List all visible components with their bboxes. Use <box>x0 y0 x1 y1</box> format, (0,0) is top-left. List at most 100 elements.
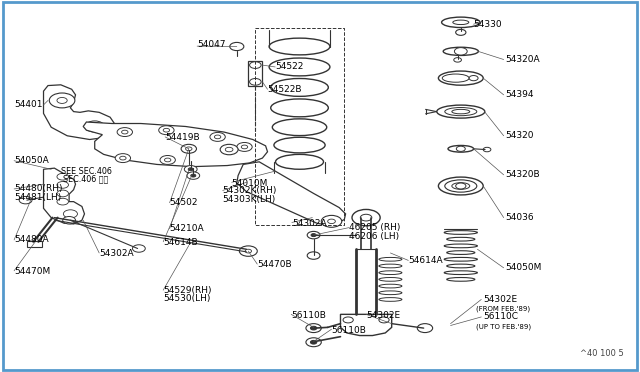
Circle shape <box>181 144 196 153</box>
Circle shape <box>250 78 261 85</box>
Circle shape <box>454 48 467 55</box>
Text: 54320A: 54320A <box>506 55 540 64</box>
Text: 54050M: 54050M <box>506 263 542 272</box>
Circle shape <box>306 324 321 333</box>
Text: 54320B: 54320B <box>506 170 540 179</box>
Circle shape <box>57 97 67 103</box>
Ellipse shape <box>448 145 474 152</box>
Circle shape <box>57 173 68 180</box>
Text: 54401: 54401 <box>14 100 43 109</box>
Ellipse shape <box>274 137 325 153</box>
Ellipse shape <box>269 58 330 76</box>
Text: 54522B: 54522B <box>268 85 302 94</box>
Ellipse shape <box>379 284 402 288</box>
Ellipse shape <box>271 99 328 117</box>
Circle shape <box>306 338 321 347</box>
Text: 54302E: 54302E <box>366 311 400 320</box>
Text: 56110B: 56110B <box>291 311 326 320</box>
Text: 54522: 54522 <box>275 62 303 71</box>
Polygon shape <box>27 241 42 247</box>
Text: 54502: 54502 <box>170 198 198 207</box>
Circle shape <box>454 58 461 62</box>
Text: 46206 (LH): 46206 (LH) <box>349 232 399 241</box>
Circle shape <box>328 219 335 224</box>
Circle shape <box>311 234 316 237</box>
Text: 54050A: 54050A <box>14 156 49 165</box>
Circle shape <box>360 214 372 221</box>
Polygon shape <box>340 314 392 336</box>
Circle shape <box>343 317 353 323</box>
Circle shape <box>456 29 466 35</box>
Circle shape <box>160 155 175 164</box>
Ellipse shape <box>379 278 402 281</box>
Circle shape <box>187 172 200 179</box>
Circle shape <box>115 154 131 163</box>
Circle shape <box>191 174 196 177</box>
Ellipse shape <box>452 183 470 189</box>
Circle shape <box>57 198 68 205</box>
Ellipse shape <box>443 47 479 55</box>
Circle shape <box>164 158 171 162</box>
Ellipse shape <box>453 20 468 25</box>
Circle shape <box>132 245 145 252</box>
Circle shape <box>417 324 433 333</box>
Circle shape <box>85 121 104 132</box>
Polygon shape <box>44 85 115 140</box>
Circle shape <box>379 317 389 323</box>
Circle shape <box>250 62 261 68</box>
Text: 54047: 54047 <box>197 40 226 49</box>
Text: 54210A: 54210A <box>170 224 204 233</box>
Ellipse shape <box>447 237 475 241</box>
Ellipse shape <box>271 78 328 96</box>
Circle shape <box>352 209 380 226</box>
Circle shape <box>225 147 233 152</box>
Ellipse shape <box>379 264 402 268</box>
Circle shape <box>307 252 320 259</box>
Circle shape <box>456 146 465 151</box>
Text: 54320: 54320 <box>506 131 534 140</box>
Ellipse shape <box>379 298 402 301</box>
Ellipse shape <box>445 108 477 116</box>
Text: 54302A: 54302A <box>292 219 326 228</box>
Circle shape <box>220 144 238 155</box>
Circle shape <box>49 93 75 108</box>
Circle shape <box>483 147 491 152</box>
Text: 54419B: 54419B <box>165 133 200 142</box>
Circle shape <box>456 183 466 189</box>
Circle shape <box>310 340 317 344</box>
Text: SEC.406 参照: SEC.406 参照 <box>63 175 109 184</box>
Circle shape <box>188 168 193 171</box>
Text: 54394: 54394 <box>506 90 534 99</box>
Circle shape <box>19 196 32 204</box>
Polygon shape <box>83 122 268 167</box>
Text: 54470B: 54470B <box>257 260 292 269</box>
Circle shape <box>159 126 174 135</box>
Text: 54302E: 54302E <box>483 295 517 304</box>
Circle shape <box>91 124 99 129</box>
Text: 54010M: 54010M <box>232 179 268 187</box>
Text: 56110B: 56110B <box>332 326 366 335</box>
Ellipse shape <box>445 180 477 192</box>
Polygon shape <box>248 61 262 86</box>
Ellipse shape <box>447 264 475 268</box>
Ellipse shape <box>452 109 470 114</box>
Ellipse shape <box>436 105 485 118</box>
Text: 54529(RH): 54529(RH) <box>163 286 212 295</box>
Circle shape <box>237 142 252 151</box>
Circle shape <box>245 249 252 253</box>
Text: 54330: 54330 <box>474 20 502 29</box>
Circle shape <box>214 135 221 139</box>
Text: 56110C: 56110C <box>483 312 518 321</box>
Circle shape <box>163 128 170 132</box>
Ellipse shape <box>444 244 477 248</box>
Text: 54470M: 54470M <box>14 267 51 276</box>
Ellipse shape <box>438 71 483 85</box>
Polygon shape <box>237 162 346 225</box>
Text: SEE SEC.406: SEE SEC.406 <box>61 167 111 176</box>
Text: 54614B: 54614B <box>163 238 198 247</box>
Polygon shape <box>44 168 84 224</box>
Circle shape <box>230 42 244 51</box>
Circle shape <box>63 210 77 218</box>
Circle shape <box>186 147 192 151</box>
Circle shape <box>122 130 128 134</box>
